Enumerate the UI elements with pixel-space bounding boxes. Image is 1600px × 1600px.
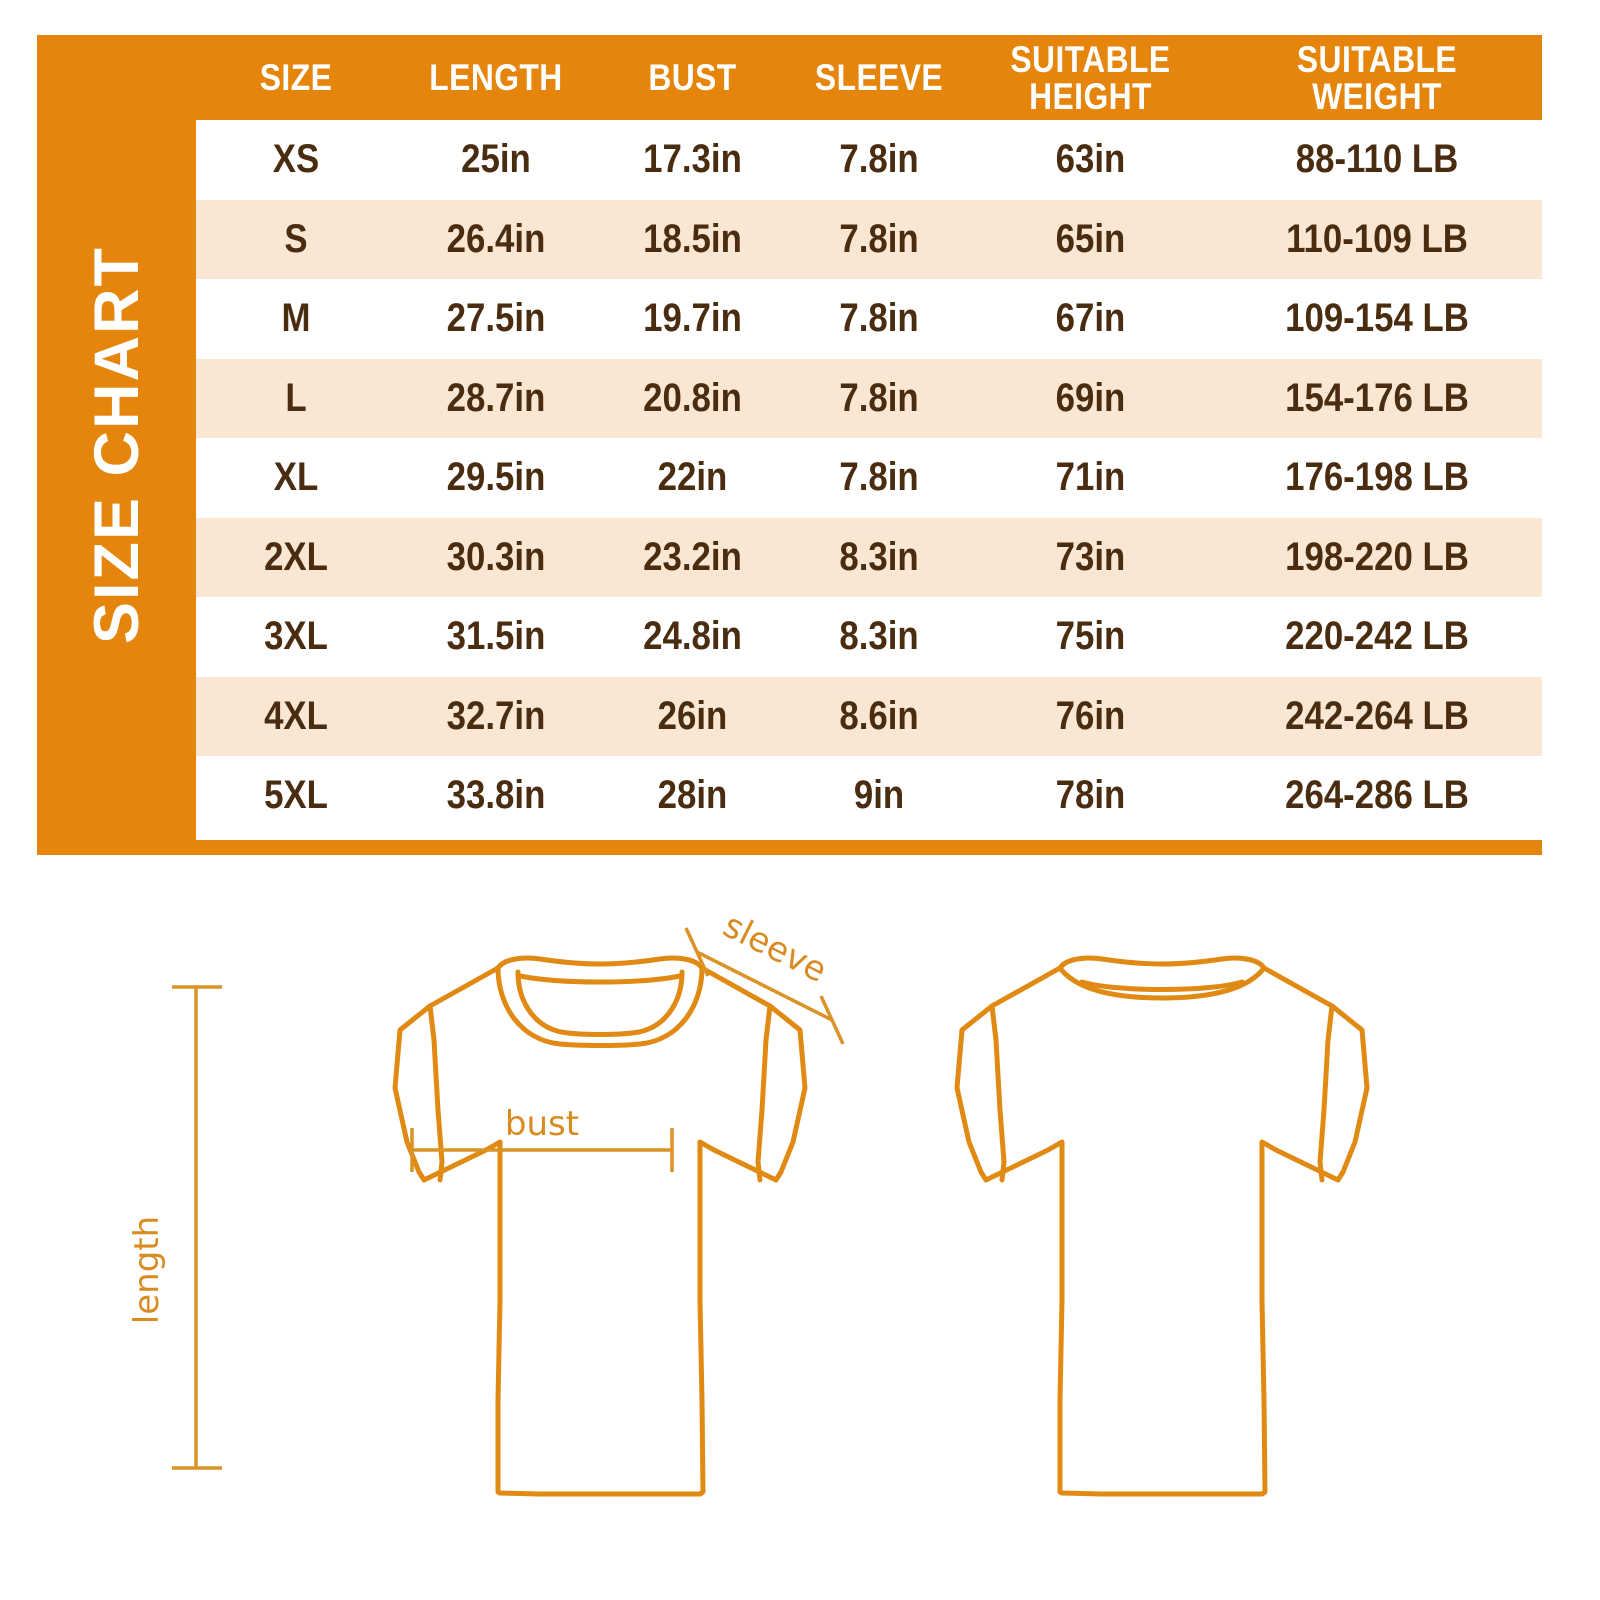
cell-height: 65in (1055, 216, 1126, 261)
cell-size: S (284, 216, 308, 261)
cell-bust: 28in (657, 773, 728, 818)
cell-size: XS (272, 137, 320, 182)
column-header-suitable-weight: SUITABLE WEIGHT (1235, 41, 1519, 115)
column-header-bust: BUST (610, 59, 776, 96)
column-header-weight-line2: WEIGHT (1312, 75, 1442, 117)
cell-sleeve: 8.3in (839, 534, 919, 579)
cell-bust: 19.7in (643, 296, 742, 341)
column-header-height-line2: HEIGHT (1029, 75, 1152, 117)
sleeve-label: sleeve (717, 906, 833, 991)
cell-bust: 26in (657, 693, 728, 738)
cell-bust: 20.8in (643, 375, 742, 420)
cell-sleeve: 8.3in (839, 614, 919, 659)
cell-length: 32.7in (446, 693, 546, 738)
cell-height: 69in (1055, 375, 1126, 420)
cell-height: 73in (1055, 534, 1126, 579)
size-chart-title: SIZE CHART (81, 246, 152, 644)
cell-weight: 110-109 LB (1286, 216, 1468, 261)
cell-weight: 220-242 LB (1285, 614, 1469, 659)
cell-length: 26.4in (446, 216, 546, 261)
cell-bust: 23.2in (643, 534, 742, 579)
cell-size: L (285, 375, 307, 420)
cell-size: XL (273, 455, 319, 500)
table-header-band (196, 35, 1542, 120)
length-label: length (127, 1216, 167, 1324)
table-row: L 28.7in 20.8in 7.8in 69in 154-176 LB (196, 358, 1542, 438)
size-chart-panel: SIZE CHART SIZE LENGTH BUST SLEEVE SUITA… (37, 35, 1542, 855)
column-header-size: SIZE (210, 59, 382, 96)
cell-weight: 154-176 LB (1285, 375, 1469, 420)
tshirt-front-view (392, 955, 808, 1497)
table-bottom-strip (37, 840, 1542, 855)
column-header-sleeve: SLEEVE (802, 59, 957, 96)
cell-length: 29.5in (446, 455, 546, 500)
cell-sleeve: 7.8in (839, 137, 919, 182)
bust-label: bust (505, 1104, 579, 1144)
table-header-row: SIZE LENGTH BUST SLEEVE SUITABLE HEIGHT … (196, 35, 1542, 120)
cell-length: 33.8in (446, 773, 546, 818)
cell-height: 71in (1055, 455, 1126, 500)
cell-sleeve: 7.8in (839, 455, 919, 500)
length-dimension: length (127, 985, 222, 1470)
column-header-suitable-height: SUITABLE HEIGHT (986, 41, 1195, 115)
column-header-sleeve-line1: SLEEVE (814, 57, 944, 98)
cell-height: 67in (1055, 296, 1126, 341)
measurement-diagram: length bust sleeve (0, 880, 1600, 1580)
cell-bust: 22in (657, 455, 728, 500)
cell-sleeve: 9in (853, 773, 905, 818)
table-row: S 26.4in 18.5in 7.8in 65in 110-109 LB (196, 199, 1542, 279)
cell-height: 78in (1055, 773, 1126, 818)
cell-size: 4XL (264, 693, 328, 738)
size-chart-sidebar: SIZE CHART (37, 35, 196, 855)
cell-size: 2XL (264, 534, 328, 579)
cell-length: 31.5in (446, 614, 546, 659)
size-table-body: XS 25in 17.3in 7.8in 63in 88-110 LB S 26… (196, 120, 1542, 855)
column-header-length: LENGTH (410, 59, 582, 96)
table-row: 4XL 32.7in 26in 8.6in 76in 242-264 LB (196, 676, 1542, 756)
table-row: 5XL 33.8in 28in 9in 78in 264-286 LB (196, 756, 1542, 836)
cell-height: 63in (1055, 137, 1126, 182)
tshirt-back-view (954, 955, 1370, 1497)
cell-sleeve: 8.6in (839, 693, 919, 738)
cell-size: M (281, 296, 311, 341)
table-row: XL 29.5in 22in 7.8in 71in 176-198 LB (196, 438, 1542, 518)
column-header-weight-line1: SUITABLE (1296, 38, 1458, 80)
cell-bust: 24.8in (643, 614, 742, 659)
cell-sleeve: 7.8in (839, 216, 919, 261)
cell-length: 27.5in (446, 296, 546, 341)
cell-sleeve: 7.8in (839, 296, 919, 341)
cell-height: 76in (1055, 693, 1126, 738)
table-row: 2XL 30.3in 23.2in 8.3in 73in 198-220 LB (196, 517, 1542, 597)
cell-weight: 88-110 LB (1295, 137, 1459, 182)
column-header-size-line1: SIZE (259, 57, 333, 98)
cell-height: 75in (1055, 614, 1126, 659)
bust-dimension: bust (410, 1104, 674, 1172)
cell-weight: 198-220 LB (1285, 534, 1469, 579)
cell-size: 5XL (264, 773, 328, 818)
cell-weight: 264-286 LB (1285, 773, 1469, 818)
cell-length: 25in (461, 137, 531, 182)
cell-bust: 18.5in (643, 216, 742, 261)
column-header-height-line1: SUITABLE (1010, 38, 1171, 80)
cell-bust: 17.3in (643, 137, 742, 182)
cell-weight: 109-154 LB (1285, 296, 1469, 341)
cell-sleeve: 7.8in (839, 375, 919, 420)
cell-length: 30.3in (446, 534, 546, 579)
cell-weight: 242-264 LB (1285, 693, 1469, 738)
table-row: M 27.5in 19.7in 7.8in 67in 109-154 LB (196, 279, 1542, 359)
cell-length: 28.7in (446, 375, 546, 420)
cell-weight: 176-198 LB (1285, 455, 1469, 500)
table-row: XS 25in 17.3in 7.8in 63in 88-110 LB (196, 120, 1542, 200)
cell-size: 3XL (264, 614, 328, 659)
column-header-bust-line1: BUST (648, 57, 737, 98)
table-row: 3XL 31.5in 24.8in 8.3in 75in 220-242 LB (196, 597, 1542, 677)
column-header-length-line1: LENGTH (429, 57, 563, 98)
